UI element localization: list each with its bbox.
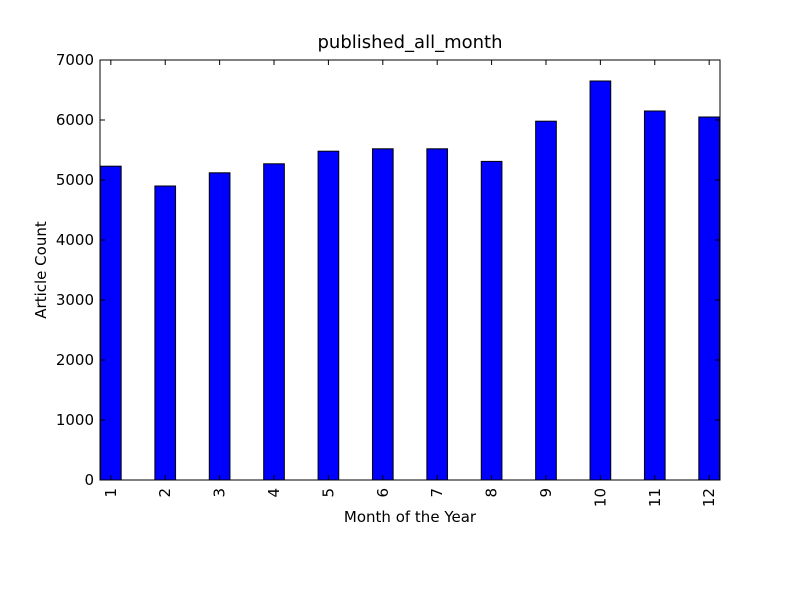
x-axis-label: Month of the Year <box>344 508 477 526</box>
bar-month-5 <box>317 150 340 481</box>
plot-frame <box>99 59 721 481</box>
x-tick-label-6: 6 <box>374 488 392 498</box>
bar-month-4 <box>263 163 285 481</box>
chart-title: published_all_month <box>317 32 502 53</box>
y-tick-label-0: 0 <box>84 471 94 489</box>
bar-month-8 <box>480 160 503 481</box>
y-axis-label: Article Count <box>32 221 50 319</box>
x-axis: 1 2 3 4 5 6 7 8 9 10 11 12 <box>102 60 718 507</box>
x-tick-label-8: 8 <box>483 488 501 498</box>
bar-month-3 <box>208 172 231 481</box>
x-tick-label-2: 2 <box>156 488 174 498</box>
y-tick-label-7000: 7000 <box>56 51 94 69</box>
y-tick-label-2000: 2000 <box>56 351 94 369</box>
x-tick-label-9: 9 <box>537 488 555 498</box>
y-tick-label-5000: 5000 <box>56 171 94 189</box>
bar-month-2 <box>154 185 177 481</box>
x-tick-label-1: 1 <box>102 488 120 498</box>
bar-month-7 <box>426 148 449 481</box>
x-tick-label-4: 4 <box>265 488 283 498</box>
bars-group <box>100 80 721 481</box>
bar-month-11 <box>643 110 666 481</box>
bar-month-12 <box>698 116 721 481</box>
bar-month-6 <box>371 148 394 481</box>
bar-month-1 <box>100 165 122 481</box>
x-tick-label-7: 7 <box>428 488 446 498</box>
x-tick-label-10: 10 <box>591 488 609 507</box>
y-axis: 0 1000 2000 3000 4000 5000 6000 7000 <box>56 51 720 489</box>
y-tick-label-3000: 3000 <box>56 291 94 309</box>
x-tick-label-12: 12 <box>700 488 718 507</box>
x-tick-label-11: 11 <box>646 488 664 507</box>
y-tick-label-6000: 6000 <box>56 111 94 129</box>
x-tick-label-3: 3 <box>211 488 229 498</box>
bar-month-9 <box>535 120 557 481</box>
y-tick-label-1000: 1000 <box>56 411 94 429</box>
bar-month-10 <box>589 80 612 481</box>
y-tick-label-4000: 4000 <box>56 231 94 249</box>
x-tick-label-5: 5 <box>319 488 337 498</box>
